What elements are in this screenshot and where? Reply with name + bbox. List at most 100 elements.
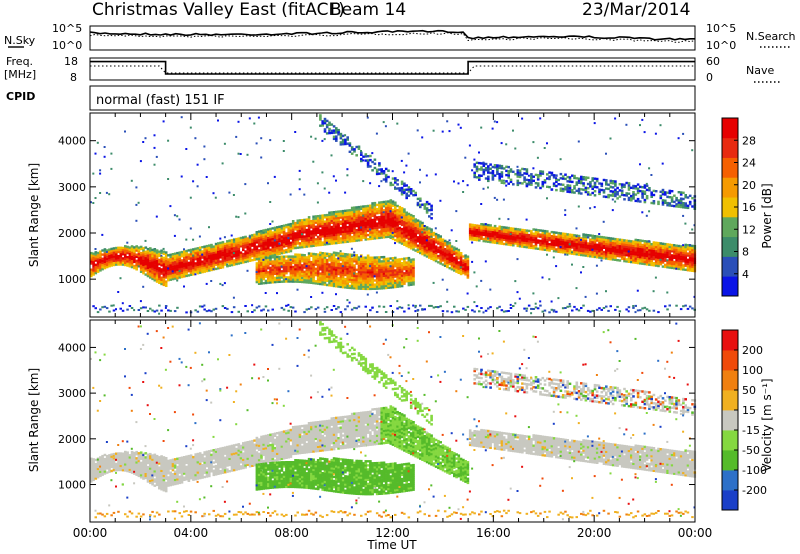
heatmap-cell [443, 260, 447, 263]
heatmap-cell [616, 186, 619, 190]
heatmap-cell [280, 243, 284, 247]
heatmap-cell [298, 270, 302, 273]
heatmap-cell [396, 223, 399, 226]
heatmap-cell [217, 250, 220, 253]
heatmap-cell [496, 239, 499, 243]
heatmap-cell [146, 260, 150, 263]
heatmap-cell [564, 232, 567, 236]
heatmap-cell [534, 306, 538, 309]
heatmap-cell [276, 246, 279, 250]
heatmap-cell [212, 253, 216, 257]
heatmap-cell [468, 229, 472, 232]
heatmap-cell [205, 255, 209, 258]
heatmap-cell [316, 280, 320, 283]
heatmap-cell [280, 225, 284, 228]
heatmap-cell [285, 232, 288, 235]
heatmap-cell [464, 258, 467, 261]
heatmap-cell [251, 304, 254, 307]
heatmap-cell [205, 259, 209, 262]
heatmap-cell [357, 220, 361, 223]
heatmap-cell [466, 274, 470, 277]
heatmap-cell [303, 218, 306, 222]
heatmap-cell [339, 228, 343, 232]
heatmap-cell [366, 262, 370, 266]
heatmap-cell [489, 306, 492, 309]
heatmap-cell [160, 276, 163, 279]
heatmap-cell [350, 208, 354, 212]
heatmap-cell [192, 248, 195, 251]
heatmap-cell [185, 256, 188, 259]
heatmap-cell [289, 193, 292, 196]
heatmap-cell [364, 232, 368, 235]
heatmap-cell [548, 171, 551, 174]
heatmap-cell [446, 265, 449, 269]
heatmap-cell [559, 238, 563, 241]
heatmap-cell [502, 226, 506, 229]
heatmap-cell [573, 176, 576, 180]
heatmap-cell [192, 258, 195, 261]
heatmap-cell [536, 241, 540, 244]
heatmap-cell [323, 273, 327, 276]
heatmap-cell [169, 270, 172, 273]
heatmap-cell [378, 222, 381, 225]
heatmap-cell [403, 214, 406, 217]
heatmap-cell [616, 240, 619, 243]
heatmap-cell [389, 269, 393, 273]
heatmap-cell [353, 264, 356, 267]
heatmap-cell [330, 225, 334, 229]
heatmap-cell [584, 244, 588, 247]
heatmap-cell [285, 272, 288, 275]
heatmap-cell [403, 267, 406, 271]
heatmap-cell [162, 281, 166, 285]
heatmap-cell [310, 224, 313, 227]
heatmap-cell [550, 243, 554, 246]
heatmap-cell [362, 180, 365, 183]
heatmap-cell [264, 237, 268, 240]
heatmap-cell [285, 263, 288, 267]
heatmap-cell [130, 253, 134, 256]
heatmap-cell [99, 267, 102, 270]
heatmap-cell [512, 233, 515, 237]
heatmap-cell [505, 234, 508, 238]
heatmap-cell [439, 254, 442, 257]
heatmap-cell [328, 221, 331, 225]
heatmap-cell [414, 237, 417, 240]
heatmap-cell [251, 244, 254, 247]
heatmap-cell [387, 212, 390, 216]
heatmap-cell [416, 240, 420, 243]
heatmap-cell [353, 235, 356, 238]
heatmap-cell [403, 259, 406, 262]
heatmap-cell [500, 179, 504, 182]
heatmap-cell [126, 241, 129, 244]
heatmap-cell [296, 229, 300, 233]
heatmap-cell [103, 254, 107, 257]
heatmap-cell [425, 247, 429, 250]
heatmap-cell [210, 280, 213, 282]
heatmap-cell [475, 305, 479, 308]
heatmap-cell [421, 236, 424, 239]
heatmap-cell [348, 231, 352, 235]
heatmap-cell [394, 234, 397, 238]
heatmap-cell [389, 271, 393, 275]
heatmap-cell [405, 184, 408, 187]
heatmap-cell [235, 248, 238, 251]
heatmap-cell [280, 227, 284, 230]
heatmap-cell [357, 224, 361, 227]
heatmap-cell [457, 255, 461, 258]
heatmap-cell [611, 252, 615, 255]
heatmap-cell [223, 263, 227, 266]
heatmap-cell [394, 220, 397, 223]
heatmap-cell [289, 224, 293, 228]
heatmap-cell [575, 189, 579, 192]
heatmap-cell [267, 271, 270, 274]
heatmap-cell [294, 263, 297, 267]
heatmap-cell [616, 246, 619, 249]
heatmap-cell [239, 241, 243, 244]
heatmap-cell [557, 297, 560, 300]
heatmap-cell [471, 309, 474, 312]
heatmap-cell [509, 307, 513, 309]
heatmap-cell [521, 243, 524, 246]
heatmap-cell [568, 303, 571, 305]
heatmap-cell [267, 275, 270, 278]
heatmap-cell [387, 286, 390, 289]
